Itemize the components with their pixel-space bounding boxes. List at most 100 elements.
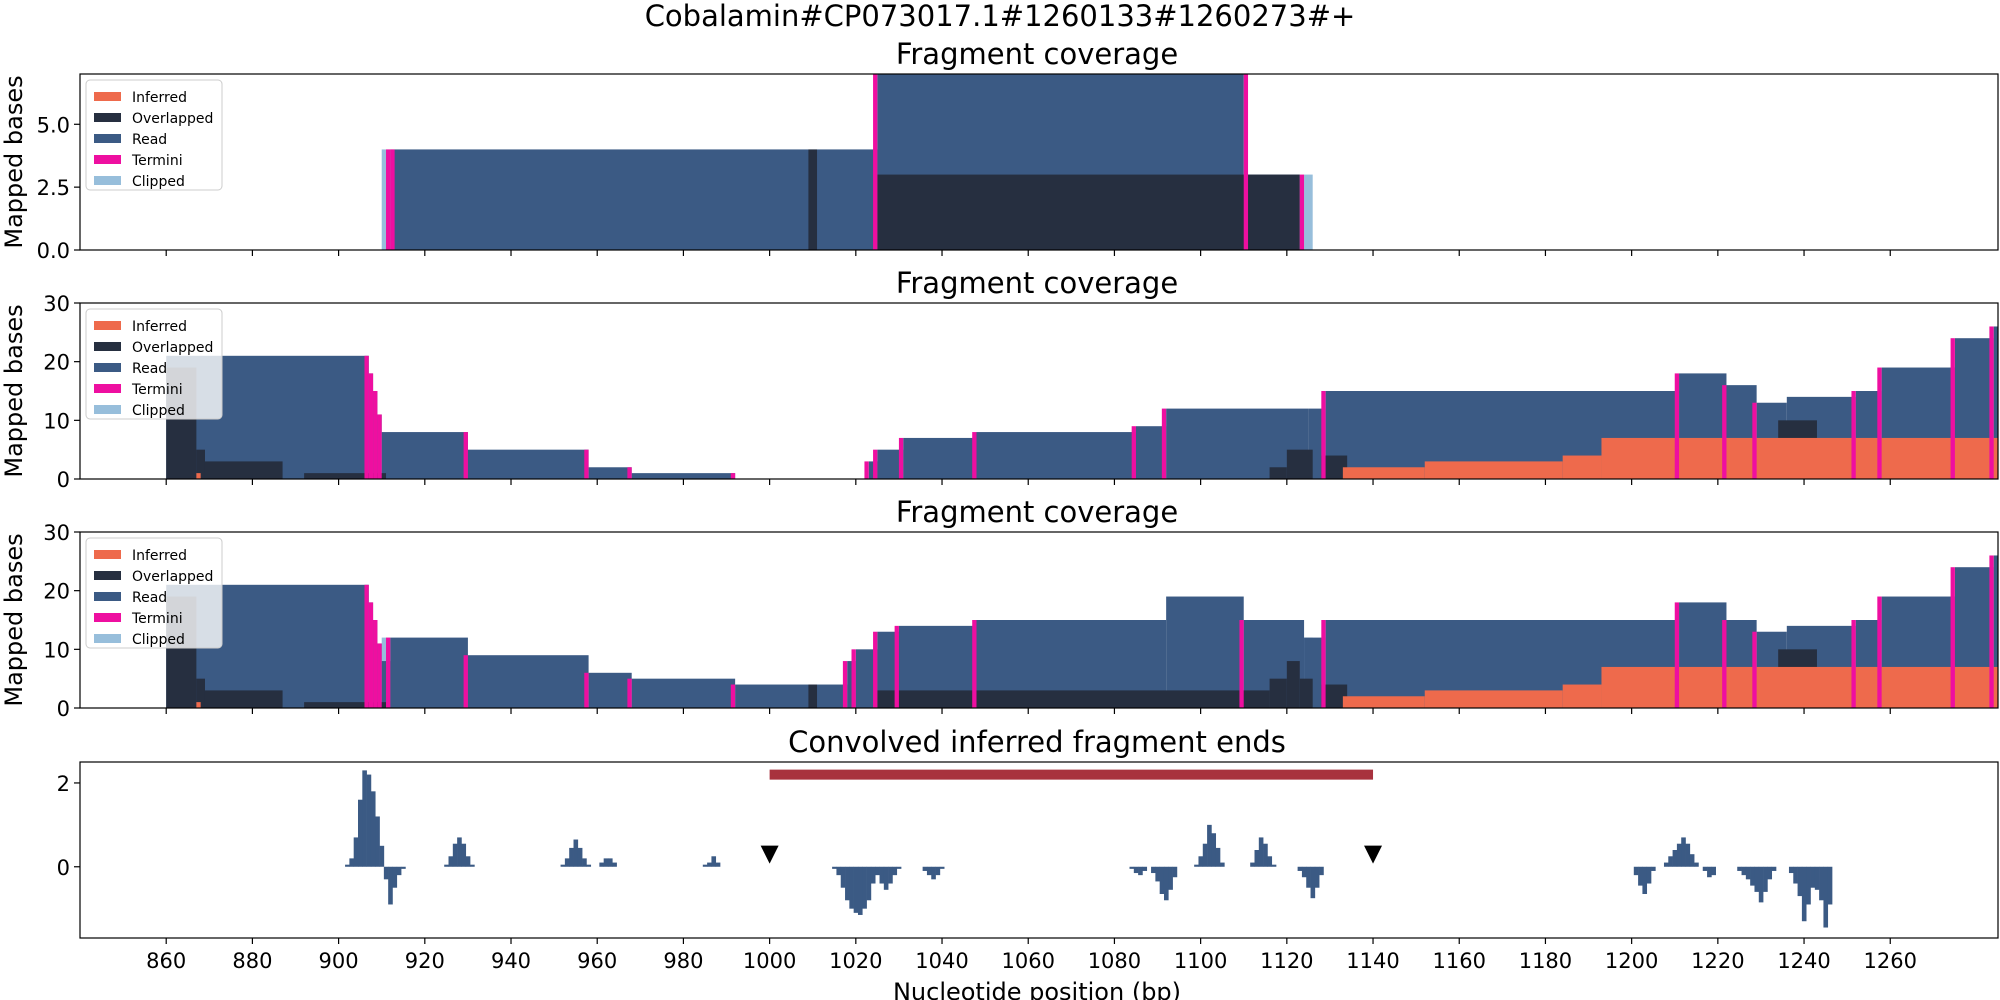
fragment-end-bar [470,864,475,867]
coverage-bar-termini [873,74,878,250]
legend-swatch-inferred [94,92,121,101]
fragment-end-bar [1168,866,1173,890]
x-tick-label: 1120 [1260,949,1313,973]
legend-label: Read [132,590,167,606]
fragment-end-bar [1633,866,1639,876]
legend-swatch-overlapped [94,342,121,351]
legend-swatch-overlapped [94,113,121,122]
fragment-end-bar [1754,866,1760,892]
fragment-end-bar [879,866,885,884]
coverage-bar-read [588,467,632,479]
fragment-end-bar [1681,837,1686,867]
fragment-end-bar [931,866,936,880]
plot-area [166,326,1998,479]
fragment-end-bar [702,864,708,867]
panel-frame [79,302,1999,480]
fragment-end-bar [1814,866,1820,890]
fragment-end-bar [1258,837,1264,867]
y-tick-label: 0 [57,856,70,880]
fragment-end-bar [862,866,867,909]
fragment-end-bar [353,837,359,867]
fragment-end-bar [1810,866,1816,888]
coverage-bar-termini [851,649,856,708]
coverage-bar-termini [1851,391,1856,479]
fragment-end-bar [1750,866,1755,886]
x-tick-label: 1180 [1519,949,1572,973]
fragment-end-bar [388,866,393,905]
fragment-end-bar [1676,843,1682,867]
x-tick-label: 1200 [1605,949,1658,973]
fragment-end-bar [711,856,717,867]
legend-swatch-read [94,134,121,143]
fragment-end-bar [1314,866,1320,888]
x-tick-label: 1140 [1346,949,1399,973]
coverage-bar-inferred [196,702,201,708]
legend-label: Termini [131,611,183,627]
fragment-end-bar [461,843,467,867]
fragment-end-bar [349,858,354,867]
fragment-end-bar [1142,866,1148,871]
coverage-bar-termini [368,373,374,479]
y-tick-label: 2.5 [37,176,70,200]
legend-swatch-termini [94,613,121,622]
fragment-end-bar [452,843,458,867]
fragment-end-bar [1319,866,1324,876]
fragment-end-bar [892,866,898,876]
coverage-bar-overlapped [196,449,205,479]
coverage-bar-overlapped [1269,678,1287,708]
coverage-bar-termini [1299,174,1305,250]
x-tick-label: 1260 [1864,949,1917,973]
fragment-end-bar [577,847,583,867]
plot-area [381,74,1313,250]
x-tick-label: 1020 [829,949,882,973]
fragment-end-bar [1646,866,1652,884]
legend-label: Read [132,361,167,377]
fragment-end-bar [1202,843,1208,867]
fragment-end-bar [1694,862,1699,867]
coverage-bar-clipped [1304,174,1313,250]
coverage-bar-termini [842,661,848,708]
fragment-end-bar [396,866,402,876]
fragment-end-bar [1215,847,1221,867]
coverage-bar-termini [1950,567,1955,708]
y-tick-label: 0 [57,468,70,492]
fragment-end-bar [573,839,579,867]
coverage-bar-inferred [196,473,201,479]
coverage-bar-read [631,678,736,708]
fragment-end-bar [870,866,876,884]
fragment-end-bar [1702,866,1708,871]
coverage-bar-termini [1722,385,1727,479]
coverage-bar-read [467,655,589,708]
coverage-bar-termini [1239,620,1244,708]
fragment-end-bar [1310,866,1316,899]
x-tick-label: 1160 [1433,949,1486,973]
coverage-bar-termini [1674,602,1680,708]
plot-area [345,769,1833,928]
x-tick-label: 920 [405,949,445,973]
coverage-bar-termini [377,643,382,708]
fragment-end-bar [922,866,928,871]
fragment-end-bar [1138,866,1143,876]
fragment-end-bar [875,866,880,876]
x-tick-label: 980 [663,949,703,973]
coverage-bar-read [903,437,977,479]
coverage-bar-overlapped [877,174,1300,250]
fragment-end-bar [1668,856,1673,867]
fragment-end-bar [465,856,471,867]
fragment-end-bar [603,858,609,867]
fragment-end-bar [383,866,389,880]
fragment-end-bar [1220,862,1225,867]
y-tick-label: 20 [43,580,70,604]
y-tick-label: 0 [57,697,70,721]
panel-frame [79,531,1999,709]
panel-title: Fragment coverage [896,495,1178,529]
coverage-bar-read [390,637,468,708]
coverage-bar-termini [1243,74,1249,250]
fragment-end-bar [1672,850,1678,867]
fragment-end-bar [1767,866,1773,880]
fragment-end-bar [1638,866,1643,886]
legend-label: Overlapped [132,569,213,585]
fragment-end-bar [1663,862,1669,867]
fragment-end-bar [1211,833,1217,867]
fragment-end-bar [1159,866,1165,894]
